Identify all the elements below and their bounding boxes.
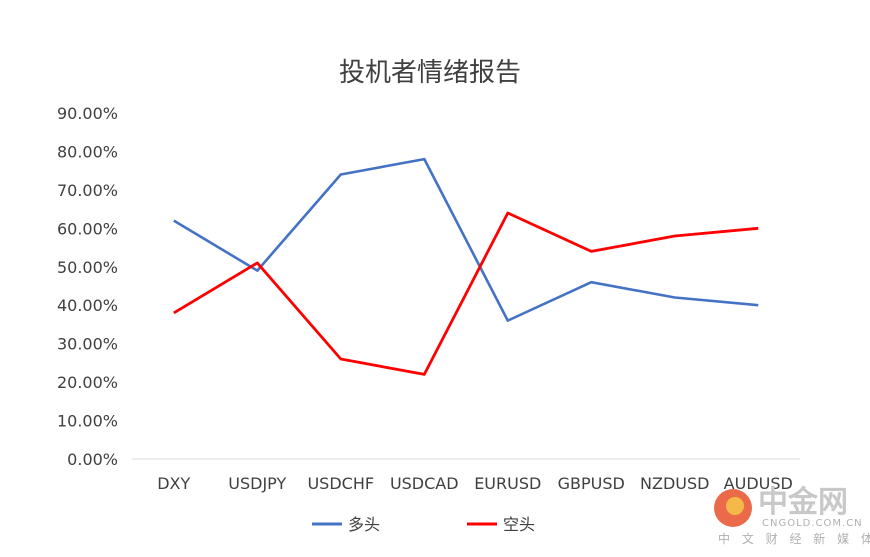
- y-tick-label: 30.00%: [57, 335, 118, 354]
- y-axis: 0.00% 10.00% 20.00% 30.00% 40.00% 50.00% 60.00…: [57, 104, 118, 469]
- watermark-logo-text: 中金网: [758, 485, 848, 520]
- x-tick-label: USDCAD: [390, 474, 459, 493]
- watermark-logo: 中金网 CNGOLD.COM.CN 中 文 财 经 新 媒 体: [714, 485, 870, 546]
- logo-inner-icon: [726, 497, 744, 515]
- series-line-0: [173, 157, 759, 322]
- x-tick-label: NZDUSD: [640, 474, 709, 493]
- x-tick-label: AUDUSD: [724, 474, 793, 493]
- series-lines: [173, 157, 759, 376]
- y-tick-label: 80.00%: [57, 142, 118, 161]
- chart-title: 投机者情绪报告: [339, 58, 521, 88]
- y-tick-label: 90.00%: [57, 104, 118, 123]
- x-tick-label: GBPUSD: [558, 474, 625, 493]
- y-tick-label: 20.00%: [57, 373, 118, 392]
- x-tick-label: EURUSD: [474, 474, 541, 493]
- legend: 多头 空头: [312, 515, 535, 534]
- legend-label-1: 空头: [503, 515, 535, 534]
- y-tick-label: 60.00%: [57, 219, 118, 238]
- watermark-domain: CNGOLD.COM.CN: [762, 518, 863, 529]
- y-tick-label: 70.00%: [57, 181, 118, 200]
- x-axis: DXY USDJPY USDCHF USDCAD EURUSD GBPUSD NZDUSD A…: [157, 474, 793, 493]
- x-tick-label: USDCHF: [307, 474, 374, 493]
- y-tick-label: 10.00%: [57, 412, 118, 431]
- x-tick-label: DXY: [157, 474, 190, 493]
- legend-label-0: 多头: [348, 515, 380, 534]
- y-tick-label: 0.00%: [67, 450, 118, 469]
- y-tick-label: 50.00%: [57, 258, 118, 277]
- watermark-slogan: 中 文 财 经 新 媒 体: [718, 531, 870, 546]
- y-tick-label: 40.00%: [57, 296, 118, 315]
- x-tick-label: USDJPY: [228, 474, 286, 493]
- series-line-1: [173, 211, 759, 376]
